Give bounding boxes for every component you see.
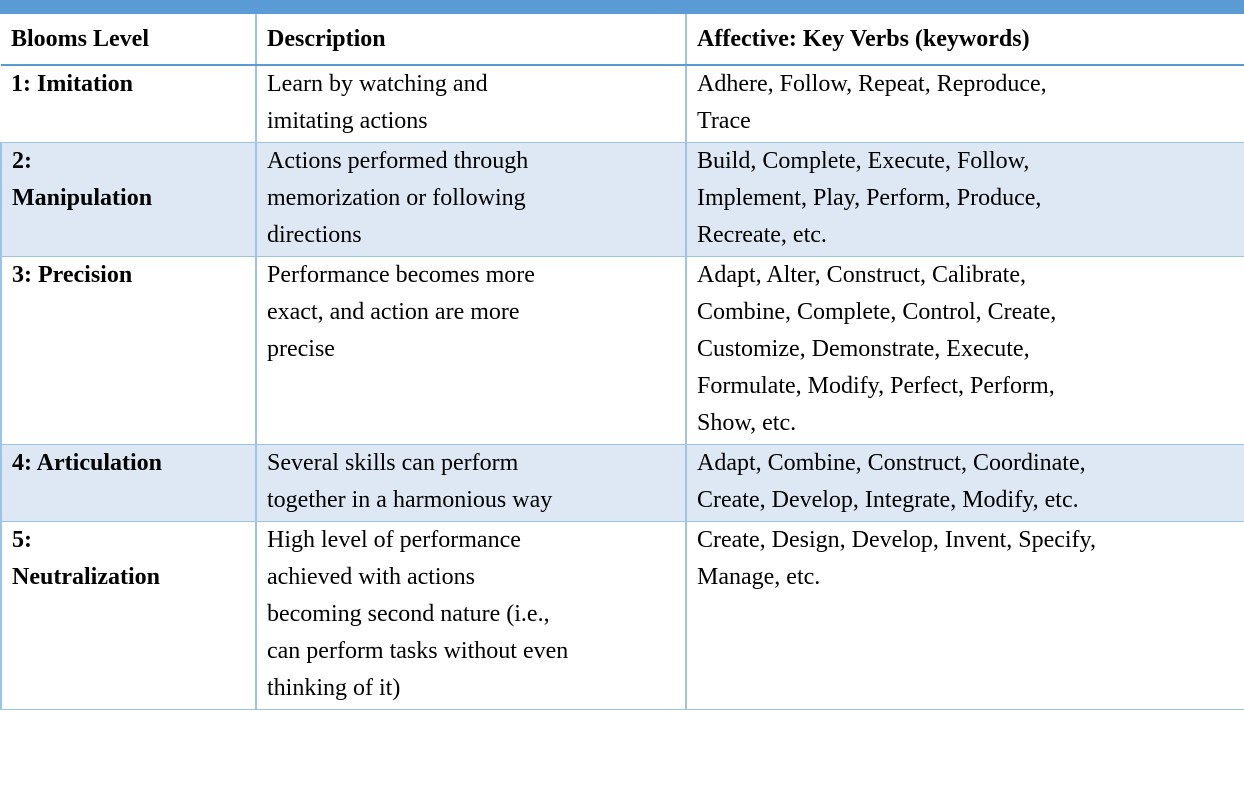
table-cell: Adhere, Follow, Repeat, Reproduce, Trace — [686, 65, 1244, 143]
cell-line: imitating actions — [267, 108, 428, 134]
table-body: 1: Imitation Learn by watching and imitati… — [0, 65, 1244, 710]
cell-line: Build, Complete, Execute, Follow, — [697, 148, 1030, 174]
table-cell: Performance becomes more exact, and actio… — [255, 256, 687, 445]
cell-line: Create, Develop, Integrate, Modify, etc. — [697, 487, 1079, 513]
cell-line: Learn by watching and — [267, 71, 488, 97]
table-row: 4: Articulation Several skills can perfor… — [0, 444, 1244, 522]
cell-line: Create, Design, Develop, Invent, Specify… — [697, 527, 1096, 553]
table-cell: 4: Articulation — [0, 444, 257, 522]
cell-line: Several skills can perform — [267, 450, 519, 476]
cell-line: Implement, Play, Perform, Produce, — [697, 185, 1042, 211]
table-cell: 5: Neutralization — [0, 521, 257, 710]
cell-line: 2: — [12, 148, 32, 174]
cell-line: becoming second nature (i.e., — [267, 601, 550, 627]
cell-line: Performance becomes more — [267, 262, 535, 288]
cell-line: together in a harmonious way — [267, 487, 553, 513]
cell-line: Adapt, Alter, Construct, Calibrate, — [697, 262, 1026, 288]
table-cell: 3: Precision — [0, 256, 257, 445]
cell-line: Actions performed through — [267, 148, 529, 174]
cell-line: Manage, etc. — [697, 564, 821, 590]
cell-line: Adapt, Combine, Construct, Coordinate, — [697, 450, 1086, 476]
header-row: Blooms Level Description Affective: Key Ve… — [1, 14, 1244, 66]
cell-line: Recreate, etc. — [697, 222, 827, 248]
table-cell: 2: Manipulation — [0, 142, 257, 257]
header-cell: Blooms Level — [1, 14, 257, 66]
cell-line: 5: — [12, 527, 32, 553]
table-cell: Build, Complete, Execute, Follow, Impleme… — [685, 142, 1244, 257]
table-row: 5: Neutralization High level of performanc… — [0, 521, 1244, 710]
cell-line: Show, etc. — [697, 410, 797, 436]
table-cell: Adapt, Combine, Construct, Coordinate, Cr… — [685, 444, 1244, 522]
cell-line: 1: Imitation — [11, 71, 133, 97]
cell-line: exact, and action are more — [267, 299, 520, 325]
table-row: 3: Precision Performance becomes more exac… — [0, 256, 1244, 445]
cell-line: Combine, Complete, Control, Create, — [697, 299, 1057, 325]
cell-line: achieved with actions — [267, 564, 475, 590]
table-cell: Actions performed through memorization or… — [255, 142, 687, 257]
cell-line: Neutralization — [12, 564, 160, 590]
table-row: 1: Imitation Learn by watching and imitati… — [1, 65, 1244, 143]
cell-line: Trace — [697, 108, 751, 134]
table-row: 2: Manipulation Actions performed through m… — [0, 142, 1244, 257]
cell-line: High level of performance — [267, 527, 521, 553]
header-cell: Affective: Key Verbs (keywords) — [686, 14, 1244, 66]
table-cell: Several skills can perform together in a … — [255, 444, 687, 522]
cell-line: can perform tasks without even — [267, 638, 569, 664]
cell-line: memorization or following — [267, 185, 526, 211]
table-cell: Learn by watching and imitating actions — [256, 65, 687, 143]
cell-line: Adhere, Follow, Repeat, Reproduce, — [697, 71, 1047, 97]
cell-line: precise — [267, 336, 335, 362]
cell-line: Formulate, Modify, Perfect, Perform, — [697, 373, 1055, 399]
header-cell: Description — [256, 14, 687, 66]
table-cell: Create, Design, Develop, Invent, Specify… — [685, 521, 1244, 710]
table-cell: 1: Imitation — [1, 65, 257, 143]
cell-line: Customize, Demonstrate, Execute, — [697, 336, 1030, 362]
top-bar — [0, 0, 1244, 14]
blooms-table: Blooms Level Description Affective: Key Ve… — [0, 14, 1244, 710]
cell-line: thinking of it) — [267, 675, 401, 701]
table-cell: High level of performance achieved with a… — [255, 521, 687, 710]
cell-line: directions — [267, 222, 362, 248]
table-cell: Adapt, Alter, Construct, Calibrate, Combi… — [685, 256, 1244, 445]
cell-line: Manipulation — [12, 185, 153, 211]
cell-line: 3: Precision — [12, 262, 133, 288]
cell-line: 4: Articulation — [12, 450, 162, 476]
